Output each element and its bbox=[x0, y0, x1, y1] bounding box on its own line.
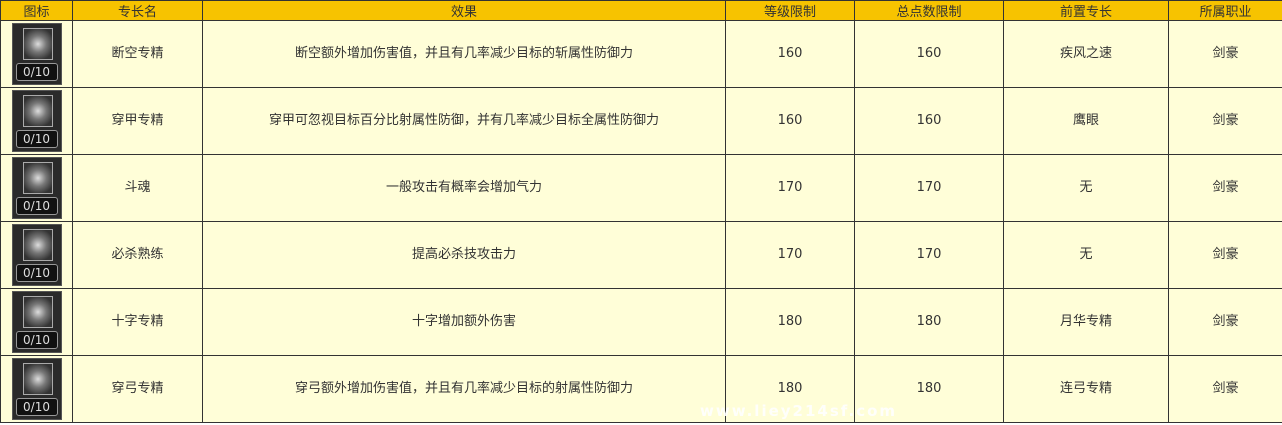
skill-art-icon bbox=[22, 363, 53, 395]
skill-name: 穿弓专精 bbox=[72, 355, 203, 423]
level-req: 180 bbox=[725, 355, 855, 423]
job: 剑豪 bbox=[1168, 20, 1282, 88]
level-req: 170 bbox=[725, 154, 855, 222]
skill-effect: 断空额外增加伤害值，并且有几率减少目标的斩属性防御力 bbox=[202, 20, 726, 88]
skill-name: 斗魂 bbox=[72, 154, 203, 222]
skill-name: 穿甲专精 bbox=[72, 87, 203, 155]
points-req: 160 bbox=[854, 87, 1004, 155]
prereq: 鹰眼 bbox=[1003, 87, 1169, 155]
prereq: 连弓专精 bbox=[1003, 355, 1169, 423]
skill-art-icon bbox=[22, 95, 53, 127]
skill-icon[interactable]: 0/10 bbox=[11, 23, 62, 85]
points-req: 180 bbox=[854, 355, 1004, 423]
header-points-req: 总点数限制 bbox=[854, 0, 1004, 21]
job: 剑豪 bbox=[1168, 154, 1282, 222]
header-level-req: 等级限制 bbox=[725, 0, 855, 21]
table-row: 0/10 穿甲专精 穿甲可忽视目标百分比射属性防御，并有几率减少目标全属性防御力… bbox=[0, 87, 1282, 155]
level-req: 160 bbox=[725, 87, 855, 155]
skill-effect: 十字增加额外伤害 bbox=[202, 288, 726, 356]
skill-name: 十字专精 bbox=[72, 288, 203, 356]
table-row: 0/10 穿弓专精 穿弓额外增加伤害值，并且有几率减少目标的射属性防御力 180… bbox=[0, 355, 1282, 423]
skill-effect: 一般攻击有概率会增加气力 bbox=[202, 154, 726, 222]
skill-level: 0/10 bbox=[15, 331, 58, 349]
skill-art-icon bbox=[22, 162, 53, 194]
job: 剑豪 bbox=[1168, 355, 1282, 423]
skill-effect: 穿甲可忽视目标百分比射属性防御，并有几率减少目标全属性防御力 bbox=[202, 87, 726, 155]
job: 剑豪 bbox=[1168, 221, 1282, 289]
prereq: 月华专精 bbox=[1003, 288, 1169, 356]
level-req: 160 bbox=[725, 20, 855, 88]
level-req: 180 bbox=[725, 288, 855, 356]
skill-effect: 穿弓额外增加伤害值，并且有几率减少目标的射属性防御力 bbox=[202, 355, 726, 423]
skill-icon[interactable]: 0/10 bbox=[11, 157, 62, 219]
header-prereq: 前置专长 bbox=[1003, 0, 1169, 21]
skill-name: 断空专精 bbox=[72, 20, 203, 88]
table-row: 0/10 斗魂 一般攻击有概率会增加气力 170 170 无 剑豪 bbox=[0, 154, 1282, 222]
prereq: 无 bbox=[1003, 154, 1169, 222]
skill-art-icon bbox=[22, 28, 53, 60]
skill-effect: 提高必杀技攻击力 bbox=[202, 221, 726, 289]
skill-level: 0/10 bbox=[15, 63, 58, 81]
skill-icon[interactable]: 0/10 bbox=[11, 90, 62, 152]
prereq: 疾风之速 bbox=[1003, 20, 1169, 88]
header-name: 专长名 bbox=[72, 0, 203, 21]
level-req: 170 bbox=[725, 221, 855, 289]
skill-level: 0/10 bbox=[15, 398, 58, 416]
job: 剑豪 bbox=[1168, 87, 1282, 155]
points-req: 160 bbox=[854, 20, 1004, 88]
points-req: 170 bbox=[854, 154, 1004, 222]
table-row: 0/10 必杀熟练 提高必杀技攻击力 170 170 无 剑豪 bbox=[0, 221, 1282, 289]
points-req: 180 bbox=[854, 288, 1004, 356]
skill-icon[interactable]: 0/10 bbox=[11, 358, 62, 420]
skill-level: 0/10 bbox=[15, 197, 58, 215]
table-row: 0/10 断空专精 断空额外增加伤害值，并且有几率减少目标的斩属性防御力 160… bbox=[0, 20, 1282, 88]
table-row: 0/10 十字专精 十字增加额外伤害 180 180 月华专精 剑豪 bbox=[0, 288, 1282, 356]
points-req: 170 bbox=[854, 221, 1004, 289]
job: 剑豪 bbox=[1168, 288, 1282, 356]
header-row: 图标 专长名 效果 等级限制 总点数限制 前置专长 所属职业 bbox=[0, 0, 1282, 21]
skill-icon[interactable]: 0/10 bbox=[11, 291, 62, 353]
skill-level: 0/10 bbox=[15, 130, 58, 148]
header-job: 所属职业 bbox=[1168, 0, 1282, 21]
skill-name: 必杀熟练 bbox=[72, 221, 203, 289]
skill-art-icon bbox=[22, 296, 53, 328]
skill-level: 0/10 bbox=[15, 264, 58, 282]
header-icon: 图标 bbox=[0, 0, 73, 21]
header-effect: 效果 bbox=[202, 0, 726, 21]
prereq: 无 bbox=[1003, 221, 1169, 289]
skill-icon[interactable]: 0/10 bbox=[11, 224, 62, 286]
skill-art-icon bbox=[22, 229, 53, 261]
